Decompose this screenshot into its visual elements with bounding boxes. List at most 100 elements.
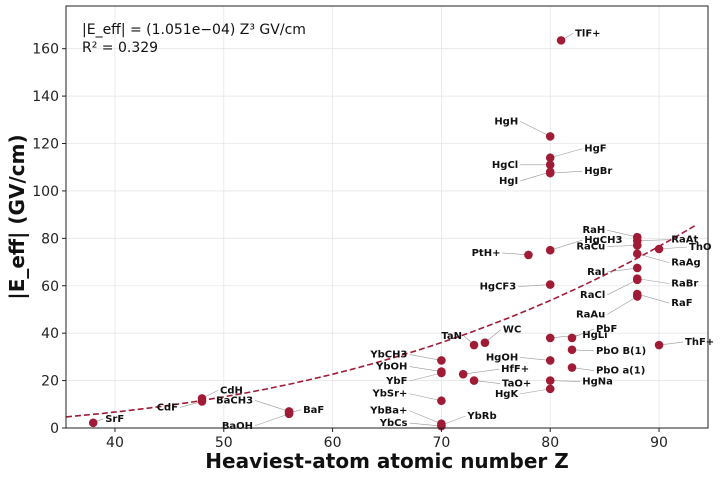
point-label: ThO xyxy=(689,242,711,253)
data-point xyxy=(480,338,490,347)
point-labels: SrF CdH CdF BaCH3 BaF BaOH YbCH3 YbOH YbF YbSr+ Yb… xyxy=(105,28,714,431)
data-point xyxy=(654,340,664,350)
data-point xyxy=(567,333,577,343)
leader-line xyxy=(474,380,501,384)
leader-line xyxy=(520,357,551,361)
leader-line xyxy=(518,284,551,287)
data-point xyxy=(545,376,555,385)
point-label: WC xyxy=(503,325,521,336)
data-point xyxy=(437,368,446,378)
data-point xyxy=(469,376,479,385)
y-axis-ticks: 0 20 40 60 80 100 120 140 160 xyxy=(32,42,66,437)
point-label: HgF xyxy=(584,144,606,155)
leader-line xyxy=(607,296,638,315)
point-label: TaO+ xyxy=(502,379,531,390)
data-point xyxy=(632,275,642,285)
data-point xyxy=(458,369,468,379)
y-tick-label: 20 xyxy=(41,374,59,390)
leader-line xyxy=(254,400,290,412)
data-point xyxy=(284,409,294,419)
leader-line xyxy=(637,293,670,304)
leader-line xyxy=(502,252,529,256)
data-point xyxy=(469,340,479,350)
leader-line xyxy=(607,279,638,296)
x-axis-label: Heaviest-atom atomic number Z xyxy=(205,449,568,473)
leader-lines xyxy=(93,33,688,427)
point-label: PbF xyxy=(596,324,617,335)
leader-line xyxy=(409,410,442,425)
point-label: BaF xyxy=(303,405,324,416)
leader-line xyxy=(520,171,551,182)
leader-line xyxy=(607,267,638,273)
y-axis-label: |E_eff| (GV/cm) xyxy=(5,134,29,299)
leader-line xyxy=(409,372,442,382)
point-label: HgBr xyxy=(584,166,612,177)
data-point xyxy=(437,420,446,430)
data-point xyxy=(567,363,577,372)
point-label: RaH xyxy=(582,225,605,236)
y-tick-label: 40 xyxy=(41,326,59,342)
point-label: HgNa xyxy=(582,377,613,388)
data-point xyxy=(632,241,642,250)
data-point xyxy=(545,384,555,394)
data-point xyxy=(556,36,566,45)
y-tick-label: 0 xyxy=(50,421,59,437)
data-point xyxy=(632,292,642,301)
point-label: BaOH xyxy=(222,421,253,432)
leader-line xyxy=(659,246,688,250)
y-tick-label: 60 xyxy=(41,279,59,295)
data-point xyxy=(654,244,664,254)
leader-line xyxy=(409,422,442,427)
point-label: HgK xyxy=(495,389,520,400)
data-point xyxy=(567,345,577,355)
x-tick-label: 50 xyxy=(215,435,233,451)
data-point xyxy=(437,356,446,365)
point-label: HgCF3 xyxy=(480,282,517,293)
r-squared: R² = 0.329 xyxy=(82,40,158,56)
leader-line xyxy=(463,368,500,375)
data-point xyxy=(545,160,555,170)
y-tick-label: 100 xyxy=(32,184,59,200)
leader-line xyxy=(637,253,670,264)
x-axis-ticks: 40 50 60 70 80 90 xyxy=(106,428,668,451)
leader-line xyxy=(409,366,442,372)
leader-line xyxy=(550,170,583,174)
data-point xyxy=(545,333,555,343)
grid-lines xyxy=(66,6,708,429)
point-label: HgH xyxy=(494,116,518,127)
x-tick-label: 90 xyxy=(650,435,668,451)
y-tick-label: 120 xyxy=(32,137,59,153)
point-label: RaCl xyxy=(580,290,605,301)
leader-line xyxy=(637,239,670,242)
leader-line xyxy=(607,245,638,247)
point-label: HgLi xyxy=(582,330,607,341)
data-point xyxy=(545,356,555,365)
point-label: RaCu xyxy=(576,241,605,252)
point-label: YbF xyxy=(385,376,407,387)
point-label: HgOH xyxy=(486,352,518,363)
point-label: RaBr xyxy=(671,279,698,290)
point-label: YbSr+ xyxy=(371,389,407,400)
point-label: YbBa+ xyxy=(369,406,407,417)
point-label: SrF xyxy=(105,414,124,425)
point-label: YbCs xyxy=(379,418,408,429)
point-label: TaN xyxy=(441,331,462,342)
leader-line xyxy=(520,388,551,395)
point-label: PtH+ xyxy=(472,248,501,259)
point-label: CdF xyxy=(157,402,178,413)
data-point xyxy=(437,396,446,406)
point-label: PbO a(1) xyxy=(596,366,645,377)
x-tick-label: 70 xyxy=(432,435,450,451)
point-label: HgCl xyxy=(492,160,518,171)
y-tick-label: 160 xyxy=(32,42,59,58)
data-point xyxy=(545,245,555,255)
data-point xyxy=(632,249,642,259)
leader-line xyxy=(550,148,583,159)
point-label: YbOH xyxy=(375,362,407,373)
point-label: HgCH3 xyxy=(584,235,622,246)
leader-line xyxy=(550,380,581,382)
data-point xyxy=(545,153,555,163)
point-label: TlF+ xyxy=(575,28,600,39)
point-label: PbO B(1) xyxy=(596,346,646,357)
